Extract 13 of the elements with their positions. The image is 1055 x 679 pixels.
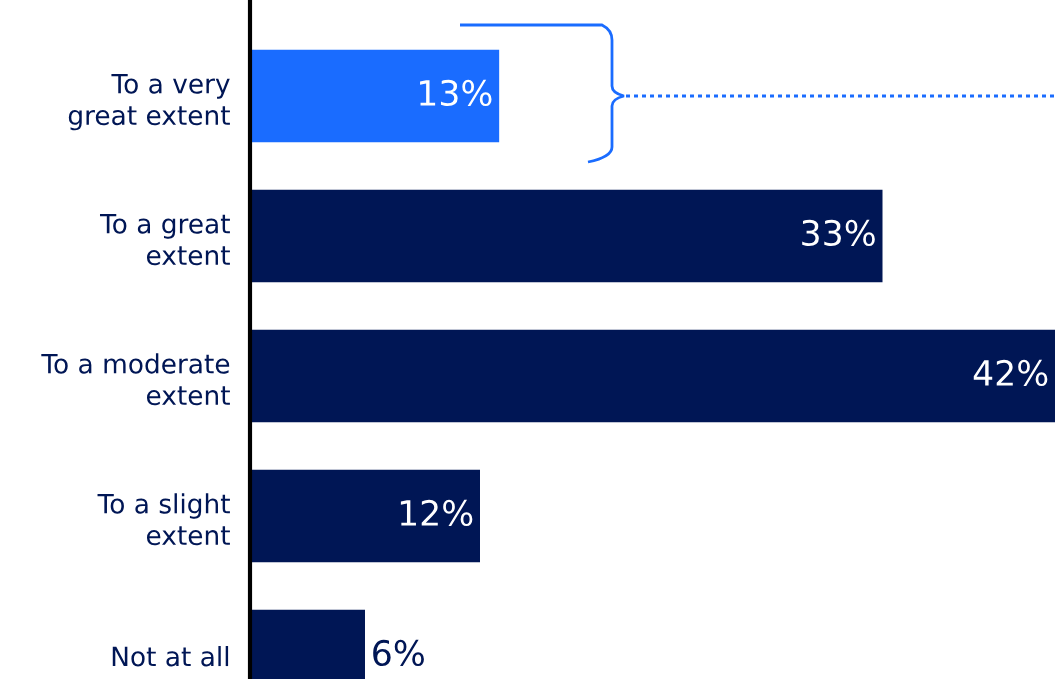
bar <box>250 189 883 283</box>
data-label: 6% <box>373 639 424 667</box>
bar <box>250 49 500 143</box>
y-tick-label: To a slight extent <box>97 493 230 546</box>
bar <box>250 469 480 563</box>
bar <box>250 329 1055 423</box>
data-label: 12% <box>400 499 473 527</box>
data-label: 42% <box>973 359 1048 387</box>
y-tick-label: Not at all <box>112 646 229 667</box>
y-tick-label: To a very great extent <box>68 74 230 131</box>
y-tick-label: To a great extent <box>99 214 230 266</box>
y-tick-label: To a moderate extent <box>41 353 230 406</box>
data-label: 33% <box>802 219 875 247</box>
